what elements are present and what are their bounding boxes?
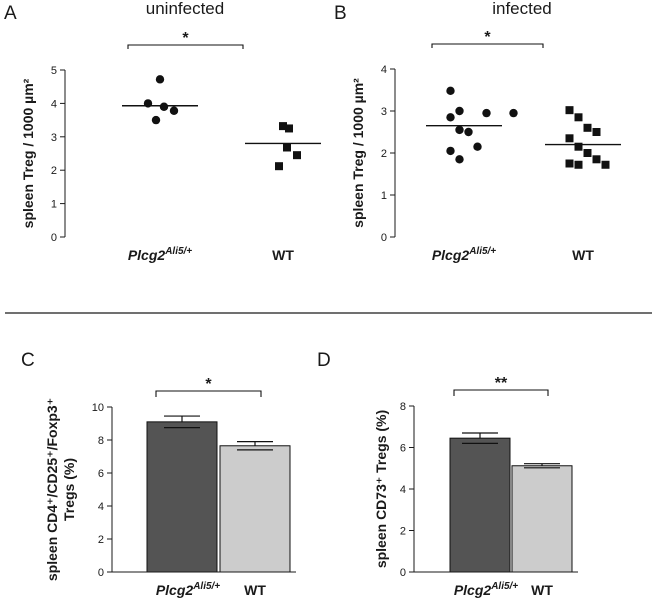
significance-marker: *: [484, 29, 491, 46]
category-superscript: Ali5/+: [164, 246, 192, 257]
y-axis-label-line: spleen CD4⁺/CD25⁺/Foxp3⁺: [44, 398, 60, 581]
category-base-text: WT: [244, 582, 266, 598]
data-point-square: [601, 160, 610, 169]
x-category-label: Plcg2Ali5/+: [432, 246, 496, 263]
significance-marker: *: [205, 376, 212, 393]
data-point-circle: [446, 86, 455, 96]
y-tick-label: 5: [51, 65, 57, 77]
bar: [449, 437, 511, 573]
bar: [219, 445, 291, 573]
y-tick-label: 1: [381, 190, 387, 202]
y-tick-label: 8: [400, 401, 406, 413]
category-base-text: Plcg2: [454, 582, 492, 598]
y-tick-label: 4: [51, 98, 57, 110]
chart-title: infected: [492, 0, 552, 18]
y-axis-label-line: Tregs (%): [61, 458, 77, 521]
y-tick-label: 0: [381, 232, 387, 244]
data-point-circle: [159, 102, 169, 111]
y-tick-label: 4: [98, 501, 104, 513]
x-category-label: WT: [272, 247, 294, 263]
data-point-square: [283, 143, 291, 152]
data-point-square: [293, 151, 301, 160]
significance-bracket: [155, 390, 262, 397]
y-tick-label: 4: [400, 484, 406, 496]
bar: [146, 421, 218, 573]
data-point-square: [574, 142, 583, 151]
category-base-text: WT: [531, 582, 553, 598]
data-point-circle: [446, 146, 455, 156]
significance-bracket: [453, 389, 549, 396]
x-category-label: WT: [531, 582, 553, 598]
data-point-square: [565, 159, 574, 168]
data-point-square: [583, 123, 592, 132]
y-tick-label: 3: [381, 106, 387, 118]
data-point-square: [565, 106, 574, 115]
data-point-square: [285, 124, 293, 133]
data-point-circle: [155, 75, 165, 84]
data-point-square: [275, 162, 283, 171]
significance-bracket: [431, 43, 544, 48]
chart-title: uninfected: [146, 0, 224, 18]
category-superscript: Ali5/+: [192, 581, 220, 592]
data-point-square: [592, 155, 601, 164]
data-point-circle: [169, 106, 179, 115]
data-point-circle: [509, 108, 518, 118]
data-point-square: [574, 113, 583, 122]
y-tick-label: 8: [98, 435, 104, 447]
panel-label: A: [4, 3, 17, 24]
data-point-circle: [446, 113, 455, 122]
data-point-circle: [151, 115, 161, 125]
panel-label: C: [21, 350, 35, 371]
y-tick-label: 1: [51, 199, 57, 211]
y-axis-label: spleen Treg / 1000 µm²: [350, 78, 366, 228]
data-point-square: [279, 122, 287, 131]
data-point-circle: [455, 125, 464, 135]
category-base-text: WT: [272, 247, 294, 263]
y-tick-label: 2: [98, 534, 104, 546]
category-superscript: Ali5/+: [468, 246, 496, 257]
data-point-square: [565, 134, 574, 143]
y-tick-label: 10: [92, 402, 104, 414]
data-point-square: [574, 160, 583, 169]
category-superscript: Ali5/+: [490, 581, 518, 592]
x-category-label: Plcg2Ali5/+: [454, 581, 518, 598]
y-tick-label: 4: [381, 64, 387, 76]
category-base-text: Plcg2: [156, 582, 194, 598]
data-point-circle: [455, 106, 464, 116]
y-tick-label: 2: [51, 165, 57, 177]
significance-marker: **: [495, 375, 508, 392]
panel-label: B: [334, 3, 347, 24]
x-category-label: Plcg2Ali5/+: [128, 246, 192, 263]
y-tick-label: 3: [51, 132, 57, 144]
y-tick-label: 2: [400, 526, 406, 538]
x-category-label: WT: [244, 582, 266, 598]
data-point-circle: [473, 142, 482, 151]
bar: [511, 465, 573, 573]
y-tick-label: 6: [98, 468, 104, 480]
category-base-text: Plcg2: [432, 247, 470, 263]
panel-label: D: [317, 350, 331, 371]
x-category-label: WT: [572, 247, 594, 263]
y-tick-label: 0: [98, 567, 104, 579]
y-axis-label: spleen Treg / 1000 µm²: [20, 78, 36, 228]
y-tick-label: 6: [400, 443, 406, 455]
significance-marker: *: [182, 30, 189, 47]
y-axis-label: spleen CD73⁺ Tregs (%): [373, 410, 389, 568]
category-base-text: Plcg2: [128, 247, 166, 263]
y-tick-label: 2: [381, 148, 387, 160]
x-category-label: Plcg2Ali5/+: [156, 581, 220, 598]
data-point-circle: [482, 108, 491, 118]
data-point-square: [592, 128, 601, 136]
y-tick-label: 0: [51, 232, 57, 244]
data-point-square: [583, 149, 592, 157]
significance-bracket: [127, 44, 244, 49]
data-point-circle: [455, 155, 464, 164]
y-tick-label: 0: [400, 567, 406, 579]
data-point-circle: [464, 127, 473, 137]
category-base-text: WT: [572, 247, 594, 263]
